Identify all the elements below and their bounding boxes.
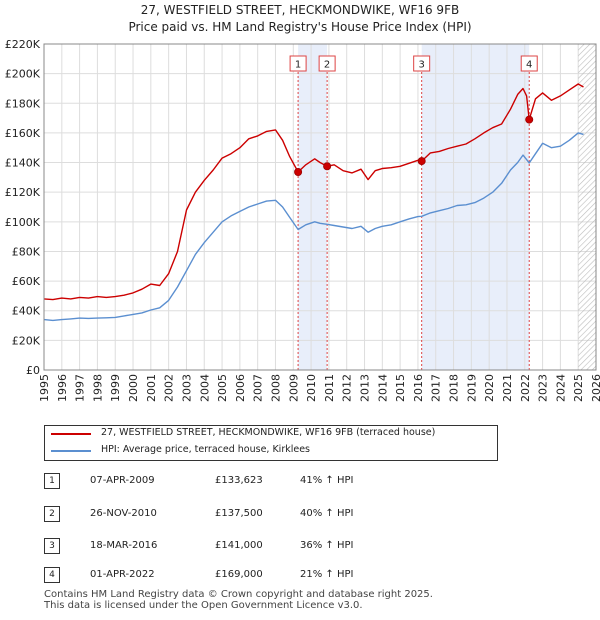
sale-number-label: 3: [418, 60, 424, 71]
x-tick-label: 2020: [483, 374, 496, 402]
table-row: 4 01-APR-2022 £169,000 21% ↑ HPI: [44, 567, 464, 587]
y-tick-label: £120K: [5, 186, 41, 199]
x-tick-label: 2025: [572, 374, 585, 402]
y-tick-label: £60K: [12, 275, 41, 288]
sale-date: 07-APR-2009: [90, 475, 155, 486]
x-tick-label: 2002: [163, 374, 176, 402]
legend-label-hpi: HPI: Average price, terraced house, Kirk…: [101, 444, 311, 455]
sale-date: 01-APR-2022: [90, 569, 155, 580]
table-row: 2 26-NOV-2010 £137,500 40% ↑ HPI: [44, 506, 464, 526]
x-tick-label: 2009: [287, 374, 300, 402]
legend-item-property: 27, WESTFIELD STREET, HECKMONDWIKE, WF16…: [45, 426, 495, 442]
x-tick-label: 2015: [394, 374, 407, 402]
y-tick-label: £200K: [5, 68, 41, 81]
hpi-change: 36% ↑ HPI: [300, 540, 354, 551]
x-tick-label: 2021: [501, 374, 514, 402]
chart-title: 27, WESTFIELD STREET, HECKMONDWIKE, WF16…: [140, 3, 460, 17]
hpi-change: 40% ↑ HPI: [300, 508, 354, 519]
x-tick-label: 2017: [430, 374, 443, 402]
x-tick-label: 2013: [359, 374, 372, 402]
hpi-change: 21% ↑ HPI: [300, 569, 354, 580]
x-tick-label: 2018: [448, 374, 461, 402]
x-tick-label: 2007: [252, 374, 265, 402]
sale-date: 26-NOV-2010: [90, 508, 157, 519]
legend: 27, WESTFIELD STREET, HECKMONDWIKE, WF16…: [44, 425, 498, 461]
x-tick-label: 2004: [198, 374, 211, 402]
y-tick-label: £100K: [5, 216, 41, 229]
y-tick-label: £180K: [5, 97, 41, 110]
chart-subtitle: Price paid vs. HM Land Registry's House …: [128, 20, 472, 34]
x-tick-label: 1997: [74, 374, 87, 402]
x-tick-label: 1996: [56, 374, 69, 402]
sale-date: 18-MAR-2016: [90, 540, 158, 551]
sale-number-box: [318, 55, 336, 72]
sale-price: £133,623: [215, 475, 263, 486]
legend-item-hpi: HPI: Average price, terraced house, Kirk…: [45, 443, 495, 459]
legend-line-hpi: [51, 450, 91, 452]
sale-number-box: [520, 55, 538, 72]
x-tick-label: 1995: [38, 374, 51, 402]
x-tick-label: 2005: [216, 374, 229, 402]
row-number-badge: 1: [44, 473, 60, 489]
x-tick-label: 2008: [269, 374, 282, 402]
x-tick-label: 2006: [234, 374, 247, 402]
x-tick-label: 2011: [323, 374, 336, 402]
row-number-badge: 3: [44, 538, 60, 554]
x-tick-label: 2023: [537, 374, 550, 402]
sale-number-label: 4: [526, 60, 532, 71]
sale-price: £169,000: [215, 569, 263, 580]
legend-line-property: [51, 433, 91, 435]
table-row: 1 07-APR-2009 £133,623 41% ↑ HPI: [44, 473, 464, 493]
x-tick-label: 2016: [412, 374, 425, 402]
sale-point: [294, 167, 303, 176]
y-tick-label: £220K: [5, 38, 41, 51]
x-tick-label: 1998: [91, 374, 104, 402]
table-row: 3 18-MAR-2016 £141,000 36% ↑ HPI: [44, 538, 464, 558]
legend-label-property: 27, WESTFIELD STREET, HECKMONDWIKE, WF16…: [101, 427, 436, 438]
x-tick-label: 2024: [554, 374, 567, 402]
row-number-badge: 4: [44, 567, 60, 583]
sale-number-label: 1: [295, 60, 301, 71]
hpi-change: 41% ↑ HPI: [300, 475, 354, 486]
shaded-band: [421, 44, 530, 370]
sale-point: [525, 115, 534, 124]
row-number-badge: 2: [44, 506, 60, 522]
x-tick-label: 2012: [341, 374, 354, 402]
sale-number-box: [289, 55, 307, 72]
y-tick-label: £160K: [5, 127, 41, 140]
sale-number-box: [413, 55, 431, 72]
sale-price: £141,000: [215, 540, 263, 551]
footer-copyright: Contains HM Land Registry data © Crown c…: [44, 589, 433, 600]
footer: Contains HM Land Registry data © Crown c…: [44, 589, 433, 611]
x-tick-label: 2026: [590, 374, 600, 402]
sale-price: £137,500: [215, 508, 263, 519]
series-line-hpi: [43, 132, 584, 322]
y-tick-label: £40K: [12, 305, 41, 318]
x-tick-label: 1999: [109, 374, 122, 402]
sale-number-label: 2: [324, 60, 330, 71]
forecast-hatch: [578, 44, 596, 370]
sale-point: [417, 157, 426, 166]
plot-frame: [43, 43, 597, 371]
y-tick-label: £20K: [12, 334, 41, 347]
y-tick-label: £0: [26, 364, 40, 377]
x-tick-label: 2022: [519, 374, 532, 402]
y-tick-label: £140K: [5, 157, 41, 170]
footer-licence: This data is licensed under the Open Gov…: [44, 600, 363, 611]
price-chart: 1 2 3 4 £0 £20K £40K £60K £80K £100K £120K £140K £1…: [5, 38, 600, 402]
x-tick-label: 2000: [127, 374, 140, 402]
shaded-band: [298, 44, 328, 370]
x-tick-label: 2010: [305, 374, 318, 402]
x-tick-label: 2014: [376, 374, 389, 402]
x-tick-label: 2001: [145, 374, 158, 402]
x-tick-label: 2003: [180, 374, 193, 402]
sale-point: [323, 162, 332, 171]
x-tick-label: 2019: [465, 374, 478, 402]
y-tick-label: £80K: [12, 245, 41, 258]
